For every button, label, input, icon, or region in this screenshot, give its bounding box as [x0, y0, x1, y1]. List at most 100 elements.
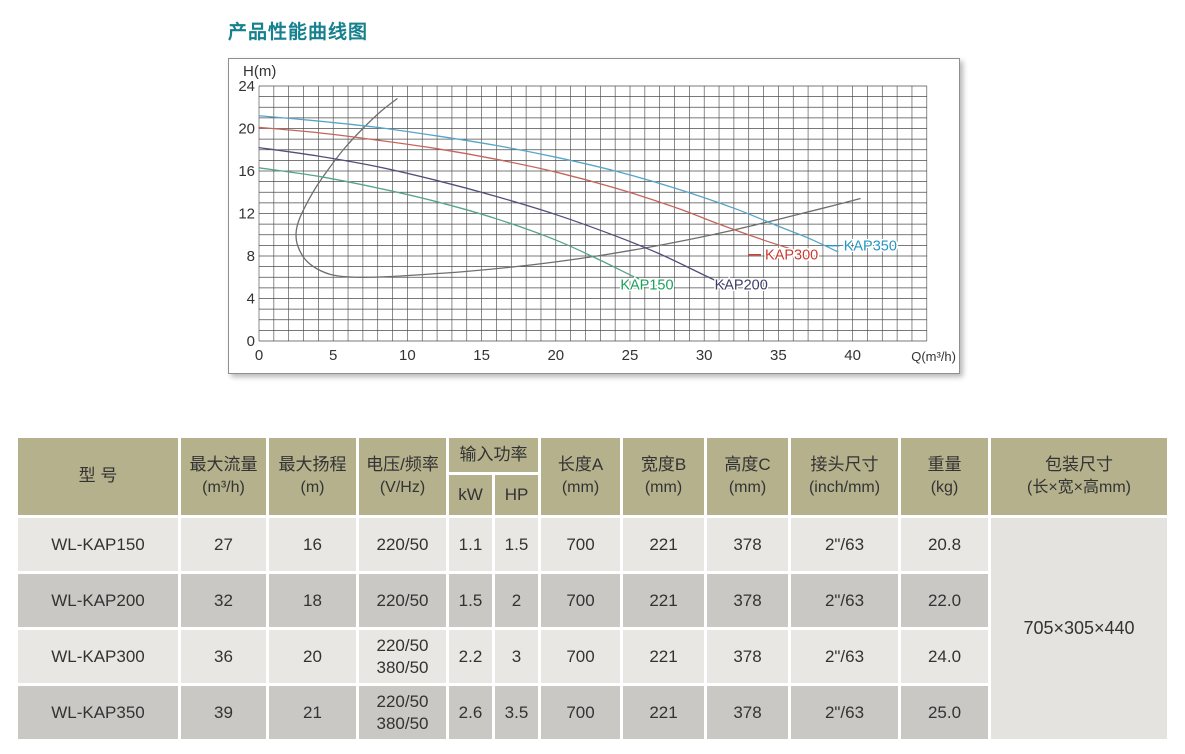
header-unit: (mm) [728, 479, 767, 497]
curve-KAP300 [258, 126, 794, 251]
curve-KAP200 [258, 146, 728, 287]
max-head-cell: 20 [269, 630, 356, 683]
header-unit: (m³/h) [202, 479, 245, 497]
curve-label-KAP300: KAP300 [765, 248, 818, 264]
col-header-connector-size: 接头尺寸 (inch/mm) [791, 438, 898, 515]
x-tick-label: 15 [473, 347, 490, 364]
length-cell: 700 [541, 518, 620, 571]
curve-gray-auxiliary-curve [295, 98, 861, 278]
max-head-cell: 21 [269, 686, 356, 739]
spec-table: 型 号 最大流量 (m³/h) 最大扬程 (m) 电压/频率 (V/Hz) 输入功率 … [15, 435, 1170, 742]
model-cell: WL-KAP200 [18, 574, 178, 627]
curve-label-KAP350: KAP350 [844, 239, 897, 255]
table-row-kap350: WL-KAP350 39 21 220/50 380/50 2.6 3.5 70… [18, 686, 1167, 739]
max-head-cell: 18 [269, 574, 356, 627]
header-label: 型 号 [78, 466, 118, 486]
kw-cell: 1.5 [449, 574, 492, 627]
col-header-width-b: 宽度B (mm) [623, 438, 704, 515]
col-header-height-c: 高度C (mm) [707, 438, 788, 515]
length-cell: 700 [541, 630, 620, 683]
packaging-size-cell: 705×305×440 [991, 518, 1167, 739]
y-tick-label: 8 [247, 248, 255, 265]
header-unit: (mm) [561, 479, 600, 497]
header-label: 长度A [557, 455, 604, 475]
x-axis-title: Q(m³/h) [911, 349, 956, 364]
col-header-hp: HP [495, 475, 538, 515]
col-header-voltage-frequency: 电压/频率 (V/Hz) [359, 438, 446, 515]
y-tick-label: 16 [238, 163, 255, 180]
x-tick-label: 0 [255, 347, 263, 364]
width-cell: 221 [623, 574, 704, 627]
page-title: 产品性能曲线图 [228, 22, 369, 43]
y-tick-label: 12 [238, 206, 255, 223]
col-header-packaging-size: 包装尺寸 (长×宽×高mm) [991, 438, 1167, 515]
table-row-kap200: WL-KAP200 32 18 220/50 1.5 2 700 221 378… [18, 574, 1167, 627]
model-cell: WL-KAP300 [18, 630, 178, 683]
kw-cell: 2.2 [449, 630, 492, 683]
header-label: 最大扬程 [278, 455, 347, 475]
connector-cell: 2"/63 [791, 574, 898, 627]
performance-chart-svg: 0 4 8 12 16 20 24 0 5 10 15 20 25 30 35 40 H(m) Q(m³/h) KA… [238, 63, 956, 364]
header-label: 高度C [724, 455, 771, 475]
y-axis-title: H(m) [243, 63, 276, 80]
x-tick-label: 25 [622, 347, 639, 364]
header-unit: (m) [300, 479, 325, 497]
x-tick-label: 5 [329, 347, 337, 364]
header-subrow: kW HP [18, 475, 1167, 515]
col-header-kw: kW [449, 475, 492, 515]
kw-cell: 2.6 [449, 686, 492, 739]
x-tick-label: 30 [696, 347, 713, 364]
hp-cell: 1.5 [495, 518, 538, 571]
height-cell: 378 [707, 518, 788, 571]
header-unit: (V/Hz) [379, 479, 426, 497]
hp-cell: 2 [495, 574, 538, 627]
x-tick-label: 10 [399, 347, 416, 364]
y-tick-label: 0 [247, 333, 255, 350]
curve-KAP350 [258, 115, 839, 253]
max-flow-cell: 32 [181, 574, 266, 627]
col-header-input-power: 输入功率 [449, 438, 538, 472]
col-header-model: 型 号 [18, 438, 178, 515]
max-flow-cell: 36 [181, 630, 266, 683]
width-cell: 221 [623, 630, 704, 683]
length-cell: 700 [541, 574, 620, 627]
curve-label-KAP200: KAP200 [715, 277, 768, 293]
weight-cell: 24.0 [901, 630, 988, 683]
table-row-kap150: WL-KAP150 27 16 220/50 1.1 1.5 700 221 3… [18, 518, 1167, 739]
model-cell: WL-KAP350 [18, 686, 178, 739]
max-flow-cell: 39 [181, 686, 266, 739]
width-cell: 221 [623, 686, 704, 739]
max-flow-cell: 27 [181, 518, 266, 571]
hp-cell: 3 [495, 630, 538, 683]
col-header-weight: 重量 (kg) [901, 438, 988, 515]
voltage-cell: 220/50 [359, 518, 446, 571]
performance-chart: 0 4 8 12 16 20 24 0 5 10 15 20 25 30 35 40 H(m) Q(m³/h) KA… [228, 58, 960, 374]
header-unit: (kg) [930, 479, 959, 497]
header-unit: (inch/mm) [808, 479, 881, 497]
col-header-max-head: 最大扬程 (m) [269, 438, 356, 515]
col-header-length-a: 长度A (mm) [541, 438, 620, 515]
header-label: 宽度B [640, 455, 687, 475]
width-cell: 221 [623, 518, 704, 571]
x-tick-label: 20 [547, 347, 564, 364]
connector-cell: 2"/63 [791, 518, 898, 571]
voltage-cell: 220/50 380/50 [359, 686, 446, 739]
header-label: 包装尺寸 [1045, 455, 1113, 475]
weight-cell: 25.0 [901, 686, 988, 739]
length-cell: 700 [541, 686, 620, 739]
height-cell: 378 [707, 630, 788, 683]
connector-cell: 2"/63 [791, 630, 898, 683]
kw-cell: 1.1 [449, 518, 492, 571]
header-label: 接头尺寸 [810, 455, 879, 475]
model-cell: WL-KAP150 [18, 518, 178, 571]
table-row-kap300: WL-KAP300 36 20 220/50 380/50 2.2 3 700 … [18, 630, 1167, 683]
header-unit: (mm) [644, 479, 683, 497]
voltage-cell: 220/50 [359, 574, 446, 627]
weight-cell: 22.0 [901, 574, 988, 627]
curve-KAP150 [258, 167, 661, 288]
header-label: 输入功率 [459, 444, 528, 464]
curve-label-KAP150: KAP150 [620, 277, 673, 293]
header-unit: (长×宽×高mm) [1026, 479, 1131, 497]
x-tick-label: 35 [770, 347, 787, 364]
header-label: 最大流量 [189, 455, 258, 475]
